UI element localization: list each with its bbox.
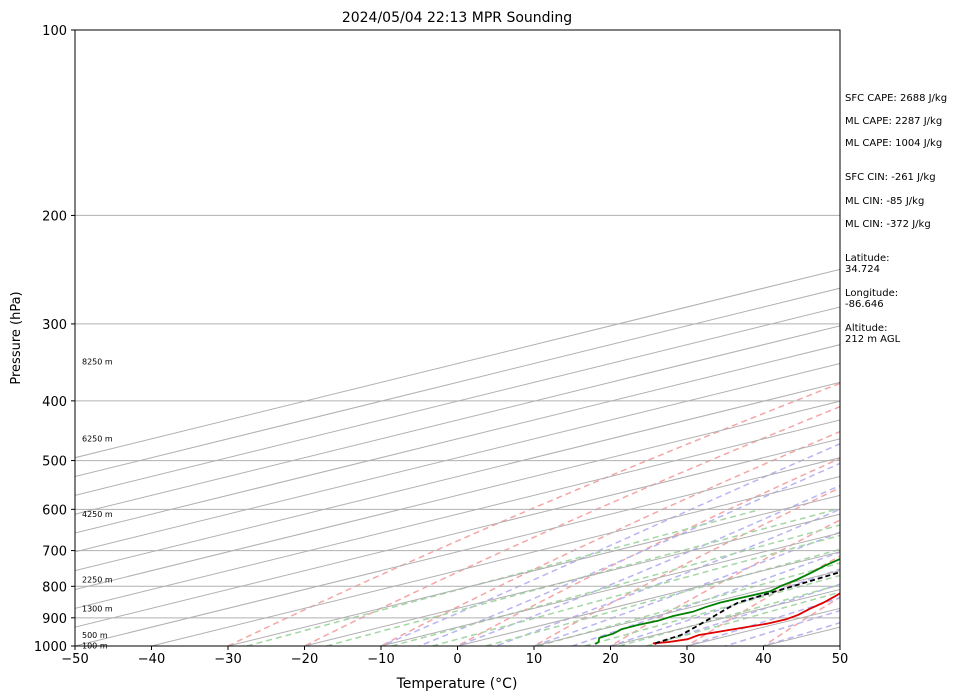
x-tick-label: −40 <box>138 652 165 667</box>
isotherm <box>75 381 840 572</box>
x-tick-label: −30 <box>214 652 241 667</box>
x-axis-label: Temperature (°C) <box>396 676 518 692</box>
isotherm <box>225 494 840 646</box>
height-label: 4250 m <box>82 510 113 519</box>
moist-adiabat <box>646 583 840 646</box>
longitude-label: Longitude: <box>845 288 899 299</box>
y-axis-label: Pressure (hPa) <box>9 291 24 384</box>
longitude-block: Longitude: -86.646 <box>845 288 898 310</box>
x-tick-label: 30 <box>679 652 696 667</box>
dry-adiabat <box>226 382 840 646</box>
isotherm <box>75 325 840 515</box>
stat-ml-cin: ML CIN: -85 J/kg <box>845 196 925 207</box>
stat-sfc-cape: SFC CAPE: 2688 J/kg <box>845 93 948 104</box>
plot-frame <box>74 29 841 647</box>
isotherm <box>75 306 840 496</box>
x-tick-label: 10 <box>526 652 543 667</box>
isotherm <box>75 344 840 534</box>
moist-adiabat <box>379 443 840 646</box>
isotherm <box>75 419 840 609</box>
isotherm <box>149 475 840 646</box>
y-tick-label: 100 <box>42 24 67 39</box>
height-label: 6250 m <box>82 434 113 443</box>
stat-sfc-cin: SFC CIN: -261 J/kg <box>845 172 936 183</box>
profile-line-2 <box>654 571 840 645</box>
height-label: 8250 m <box>82 357 113 366</box>
isotherm <box>75 438 840 628</box>
moist-adiabat <box>455 484 840 646</box>
height-label: 500 m <box>82 631 108 640</box>
pressure-gridlines <box>75 29 840 647</box>
moist-adiabat <box>531 531 840 646</box>
profile-lines <box>594 557 840 645</box>
isotherm <box>75 400 840 591</box>
mixing-ratio-line <box>432 534 840 646</box>
x-tick-label: −10 <box>367 652 394 667</box>
x-tick-label: 50 <box>832 652 849 667</box>
height-label: 1300 m <box>82 605 113 614</box>
y-tick-label: 300 <box>42 318 67 333</box>
profile-line-1 <box>594 557 840 645</box>
latitude-block: Latitude: 34.724 <box>845 253 890 275</box>
stats-panel: SFC CAPE: 2688 J/kg ML CAPE: 2287 J/kg M… <box>845 0 968 700</box>
profile-line-0 <box>652 592 840 645</box>
height-label: 2250 m <box>82 576 113 585</box>
x-tick-label: −20 <box>291 652 318 667</box>
isotherm <box>75 268 840 459</box>
stat-ml-cin-2: ML CIN: -372 J/kg <box>845 219 931 230</box>
stat-ml-cape-2: ML CAPE: 1004 J/kg <box>845 138 943 149</box>
y-tick-label: 700 <box>42 545 67 560</box>
mixing-ratio-line <box>391 524 840 646</box>
y-tick-label: 200 <box>42 209 67 224</box>
moist-adiabat <box>684 597 840 646</box>
x-tick-label: −50 <box>61 652 88 667</box>
stat-ml-cape: ML CAPE: 2287 J/kg <box>845 116 943 127</box>
isotherm <box>75 287 840 478</box>
x-tick-label: 40 <box>755 652 772 667</box>
isotherm <box>75 362 840 553</box>
altitude-value: 212 m AGL <box>845 334 901 345</box>
x-tick-label: 0 <box>453 652 461 667</box>
moist-adiabat <box>569 551 840 646</box>
y-tick-label: 600 <box>42 503 67 518</box>
latitude-value: 34.724 <box>845 264 880 275</box>
altitude-block: Altitude: 212 m AGL <box>845 323 900 345</box>
moist-adiabat <box>417 462 840 646</box>
grid-layer <box>75 268 840 646</box>
longitude-value: -86.646 <box>845 299 884 310</box>
isotherm <box>75 457 840 646</box>
y-tick-label: 500 <box>42 455 67 470</box>
altitude-label: Altitude: <box>845 323 888 334</box>
y-tick-label: 400 <box>42 395 67 410</box>
dry-adiabat <box>379 430 840 646</box>
y-tick-label: 900 <box>42 612 67 627</box>
dry-adiabat <box>302 405 840 646</box>
axis-ticks: −50 −40 −30 −20 −10 0 10 20 30 40 50 1000 900 800 700 6… <box>34 24 848 667</box>
isotherm <box>378 532 840 646</box>
y-tick-label: 1000 <box>34 640 67 655</box>
x-tick-label: 20 <box>602 652 619 667</box>
isotherm <box>302 513 840 646</box>
latitude-label: Latitude: <box>845 253 890 264</box>
moist-adiabat <box>493 508 840 646</box>
y-tick-label: 800 <box>42 580 67 595</box>
chart-title: 2024/05/04 22:13 MPR Sounding <box>342 10 572 26</box>
